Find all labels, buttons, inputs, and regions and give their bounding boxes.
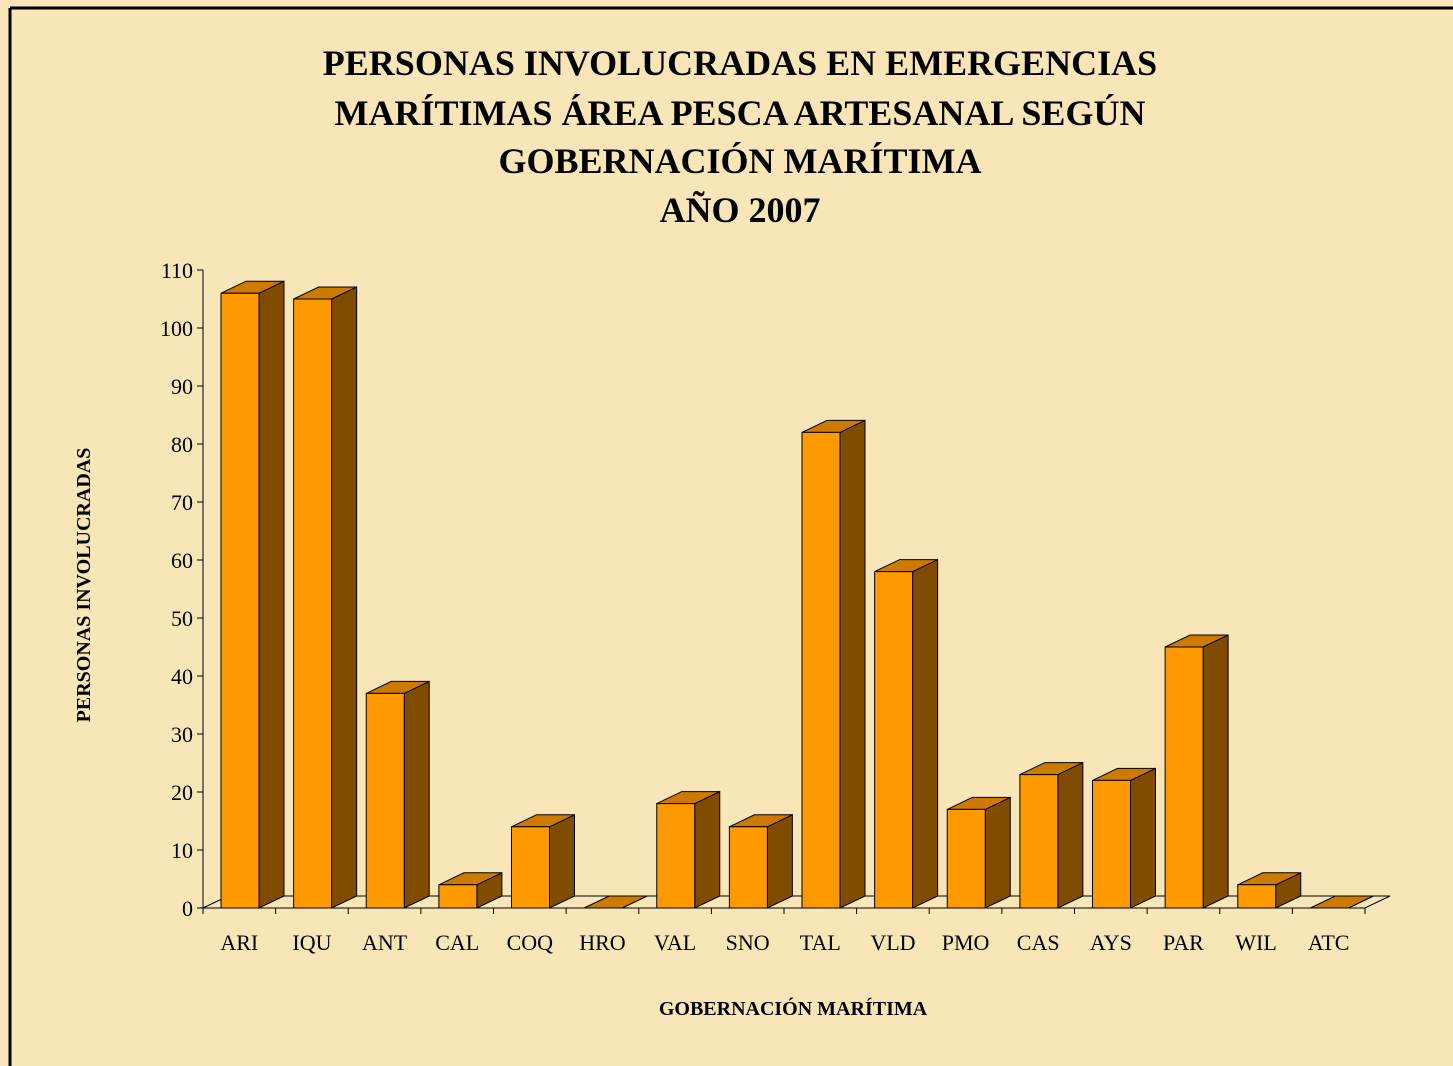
bar xyxy=(656,790,721,909)
chart-title: PERSONAS INVOLUCRADAS EN EMERGENCIAS xyxy=(323,43,1157,83)
x-tick-label: ARI xyxy=(220,930,258,955)
x-tick-label: CAL xyxy=(435,930,479,955)
bar-face xyxy=(1202,634,1229,909)
bar xyxy=(874,558,939,909)
bar xyxy=(365,680,430,909)
bar xyxy=(1310,895,1374,909)
y-tick-label: 50 xyxy=(171,606,193,631)
y-tick-label: 40 xyxy=(171,664,193,689)
bar-face xyxy=(549,814,575,909)
bar-face xyxy=(984,796,1011,909)
x-tick-label: COQ xyxy=(507,930,554,955)
bar xyxy=(1237,872,1302,909)
x-tick-label: PAR xyxy=(1163,930,1204,955)
y-tick-label: 90 xyxy=(171,374,193,399)
bar-face xyxy=(801,431,841,909)
x-axis-title: GOBERNACIÓN MARÍTIMA xyxy=(659,996,928,1020)
bar-face xyxy=(766,814,793,909)
bar-face xyxy=(511,826,550,909)
bar-face xyxy=(258,280,285,909)
chart-title: MARÍTIMAS ÁREA PESCA ARTESANAL SEGÚN xyxy=(335,93,1146,133)
y-axis-title: PERSONAS INVOLUCRADAS xyxy=(73,448,95,723)
bar-face xyxy=(1092,779,1131,909)
bar-face xyxy=(839,419,866,909)
x-tick-label: ATC xyxy=(1308,930,1350,955)
chart-title: GOBERNACIÓN MARÍTIMA xyxy=(498,141,981,181)
x-tick-label: HRO xyxy=(579,930,625,955)
y-tick-label: 0 xyxy=(182,896,193,921)
y-tick-label: 60 xyxy=(171,548,193,573)
bar xyxy=(801,419,866,909)
bar-face xyxy=(1237,884,1277,909)
bar-face xyxy=(1130,767,1156,909)
y-tick-label: 110 xyxy=(161,258,193,283)
y-tick-label: 20 xyxy=(171,780,193,805)
bar-face xyxy=(656,803,696,909)
x-tick-label: CAS xyxy=(1017,930,1060,955)
bar-face xyxy=(220,292,260,909)
bar xyxy=(946,796,1011,909)
x-tick-label: WIL xyxy=(1235,930,1277,955)
bar xyxy=(1164,634,1229,909)
y-tick-label: 10 xyxy=(171,838,193,863)
bar xyxy=(438,872,503,909)
bar-face xyxy=(946,808,986,909)
x-tick-label: VAL xyxy=(654,930,696,955)
x-tick-label: PMO xyxy=(942,930,990,955)
x-tick-label: TAL xyxy=(800,930,841,955)
y-tick-label: 30 xyxy=(171,722,193,747)
bar-face xyxy=(1164,646,1204,909)
bar xyxy=(1019,761,1084,909)
bar xyxy=(511,814,575,909)
bar-face xyxy=(912,558,939,909)
bar xyxy=(728,814,793,909)
bar xyxy=(220,280,285,909)
bar-face xyxy=(874,571,914,909)
x-tick-label: IQU xyxy=(292,930,331,955)
y-tick-label: 100 xyxy=(160,316,193,341)
bar-face xyxy=(331,286,358,909)
x-tick-label: VLD xyxy=(870,930,915,955)
x-tick-label: ANT xyxy=(362,930,408,955)
chart-title: AÑO 2007 xyxy=(660,190,821,230)
bar xyxy=(583,895,648,909)
x-tick-label: AYS xyxy=(1090,930,1132,955)
bar-face xyxy=(1019,774,1059,909)
x-tick-label: SNO xyxy=(726,930,770,955)
bar-face xyxy=(293,298,333,909)
y-tick-label: 70 xyxy=(171,490,193,515)
bar-face xyxy=(403,680,430,909)
bar-face xyxy=(694,790,721,909)
y-tick-label: 80 xyxy=(171,432,193,457)
bar-face xyxy=(438,884,478,909)
bar-face xyxy=(365,692,405,909)
bar-face xyxy=(728,826,768,909)
bar xyxy=(1092,767,1156,909)
bar-face xyxy=(1057,761,1084,909)
bar xyxy=(293,286,358,909)
